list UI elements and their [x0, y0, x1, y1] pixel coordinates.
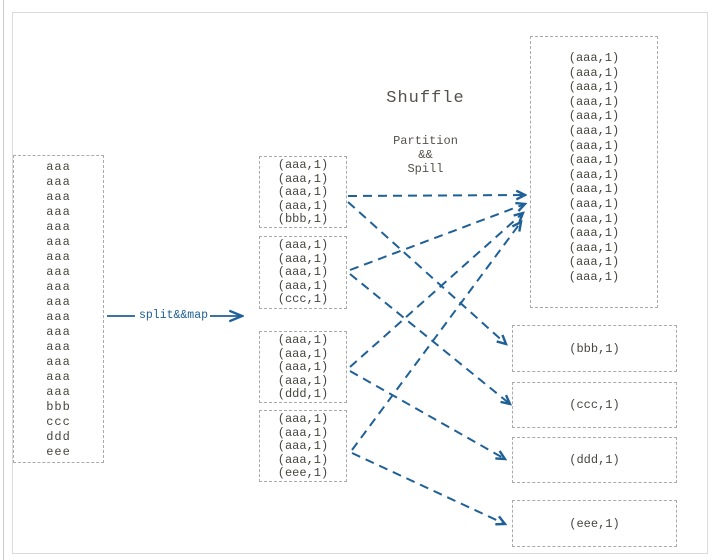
list-line: (aaa,1): [568, 65, 620, 80]
eee-pair-label: (eee,1): [569, 516, 620, 531]
list-line: (aaa,1): [568, 109, 620, 124]
split-map-arrow-label: split&&map: [138, 309, 208, 322]
list-line: (aaa,1): [277, 333, 329, 347]
list-line: (aaa,1): [568, 51, 620, 65]
list-line: &&: [418, 148, 433, 162]
list-line: (aaa,1): [277, 158, 329, 172]
list-line: (aaa,1): [568, 80, 620, 95]
list-line: (aaa,1): [568, 269, 620, 284]
list-line: aaa: [46, 205, 71, 219]
list-line: (aaa,1): [568, 240, 620, 255]
list-line: (aaa,1): [568, 196, 620, 211]
list-line: aaa: [46, 340, 71, 354]
shuffle-title: Shuffle: [386, 89, 465, 108]
list-line: (aaa,1): [277, 251, 329, 266]
list-line: (aaa,1): [568, 255, 620, 270]
shuffle-output-ccc-box: (ccc,1): [512, 382, 677, 428]
list-line: aaa: [46, 295, 71, 309]
list-line: (aaa,1): [277, 360, 329, 375]
list-line: (aaa,1): [277, 238, 329, 252]
map-output-box-4: (aaa,1) (aaa,1) (aaa,1) (aaa,1) (eee,1): [259, 410, 347, 482]
list-line: aaa: [46, 160, 71, 174]
list-line: (aaa,1): [568, 123, 620, 138]
list-line: (aaa,1): [277, 346, 329, 361]
list-line: (aaa,1): [568, 94, 620, 109]
list-line: aaa: [46, 175, 71, 189]
bbb-pair-label: (bbb,1): [569, 341, 620, 356]
shuffle-output-bbb-box: (bbb,1): [512, 325, 677, 372]
list-line: (aaa,1): [568, 182, 620, 197]
list-line: (aaa,1): [568, 167, 620, 182]
shuffle-output-aaa-box: (aaa,1) (aaa,1) (aaa,1) (aaa,1) (aaa,1) (aaa,…: [530, 36, 658, 308]
list-line: aaa: [46, 325, 71, 339]
list-line: aaa: [46, 280, 71, 294]
list-line: eee: [46, 445, 71, 459]
list-line: aaa: [46, 190, 71, 204]
list-line: aaa: [46, 265, 71, 279]
ddd-pair-label: (ddd,1): [569, 453, 620, 467]
list-line: (eee,1): [277, 466, 329, 481]
list-line: aaa: [46, 385, 71, 399]
list-line: (aaa,1): [277, 171, 329, 186]
map-output-box-3: (aaa,1) (aaa,1) (aaa,1) (aaa,1) (ddd,1): [259, 331, 347, 403]
map-output-box-2: (aaa,1) (aaa,1) (aaa,1) (aaa,1) (ccc,1): [259, 236, 347, 309]
list-line: aaa: [46, 235, 71, 249]
partition-spill-label: Partition && Spill: [368, 134, 483, 176]
shuffle-output-eee-box: (eee,1): [512, 500, 677, 547]
list-line: (aaa,1): [568, 211, 620, 226]
list-line: Partition: [393, 134, 458, 148]
list-line: (aaa,1): [277, 452, 329, 467]
list-line: (aaa,1): [277, 185, 329, 200]
shuffle-output-ddd-box: (ddd,1): [512, 437, 677, 483]
list-line: bbb: [46, 400, 71, 414]
list-line: aaa: [46, 355, 71, 369]
input-data-box: aaa aaa aaa aaa aaa aaa aaa aaa aaa aaa aaa aaa aaa a…: [13, 155, 104, 463]
list-line: (ccc,1): [277, 292, 329, 307]
page-left-edge: [3, 0, 4, 560]
list-line: (aaa,1): [277, 198, 329, 213]
ccc-pair-label: (ccc,1): [569, 398, 620, 412]
list-line: ccc: [46, 415, 71, 429]
list-line: (aaa,1): [568, 153, 620, 168]
list-line: (aaa,1): [568, 138, 620, 153]
list-line: (aaa,1): [277, 439, 329, 454]
list-line: (bbb,1): [277, 212, 329, 227]
list-line: aaa: [46, 250, 71, 264]
list-line: (aaa,1): [277, 412, 329, 426]
list-line: (aaa,1): [277, 278, 329, 293]
list-line: aaa: [46, 370, 71, 384]
list-line: (ddd,1): [277, 387, 329, 402]
list-line: (aaa,1): [277, 373, 329, 388]
list-line: aaa: [46, 310, 71, 324]
list-line: (aaa,1): [277, 265, 329, 280]
list-line: ddd: [46, 430, 71, 444]
list-line: (aaa,1): [568, 226, 620, 241]
list-line: aaa: [46, 220, 71, 234]
list-line: (aaa,1): [277, 425, 329, 440]
list-line: Spill: [407, 162, 444, 176]
map-output-box-1: (aaa,1) (aaa,1) (aaa,1) (aaa,1) (bbb,1): [259, 156, 347, 228]
